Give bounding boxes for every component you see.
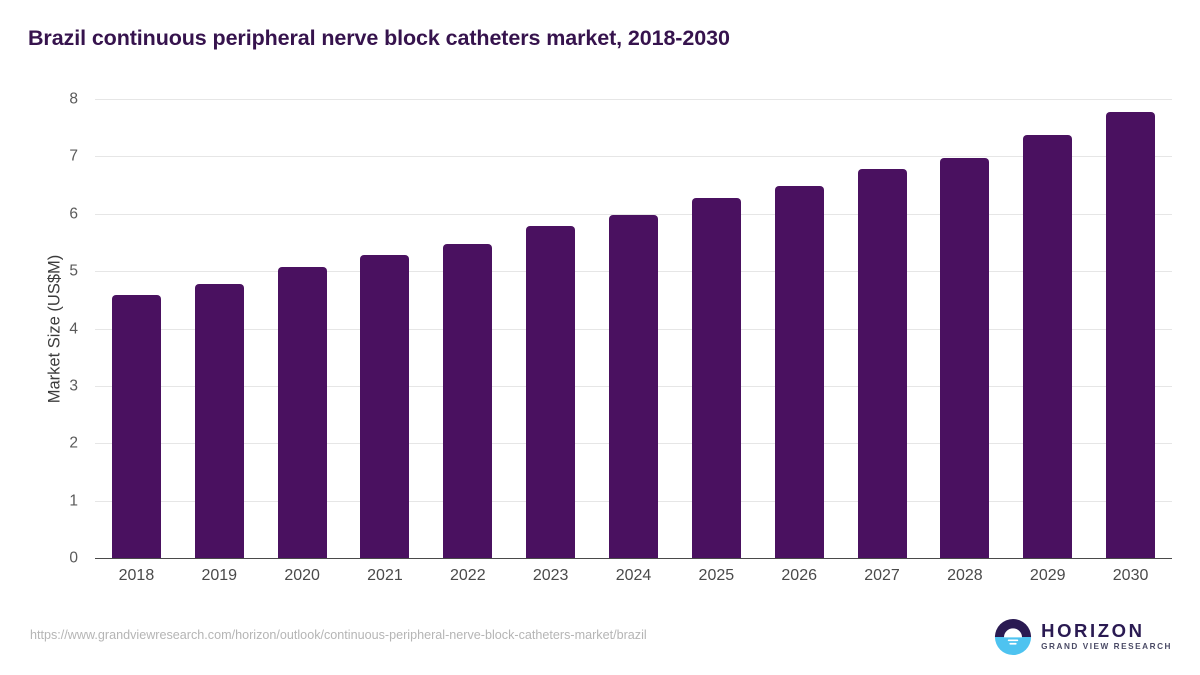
x-tick-label: 2025 — [698, 567, 735, 584]
bar[interactable] — [609, 214, 658, 558]
horizon-logo-text: HORIZON GRAND VIEW RESEARCH — [1041, 621, 1172, 652]
bar[interactable] — [1106, 111, 1156, 558]
horizon-logo-icon — [995, 618, 1032, 656]
source-url[interactable]: https://www.grandviewresearch.com/horizo… — [30, 628, 647, 642]
x-tick-label: 2024 — [615, 567, 652, 584]
x-tick-label: 2030 — [1112, 567, 1149, 584]
bar[interactable] — [194, 283, 244, 558]
y-tick-label: 8 — [69, 90, 78, 108]
bars-group — [95, 99, 1172, 558]
bar[interactable] — [526, 226, 576, 558]
y-tick-label: 2 — [69, 434, 78, 452]
bar[interactable] — [360, 255, 410, 558]
x-tick-label: 2029 — [1029, 567, 1066, 584]
y-tick-label: 0 — [69, 549, 78, 567]
bar[interactable] — [691, 197, 741, 558]
y-tick-label: 3 — [69, 377, 78, 395]
horizon-logo-tagline: GRAND VIEW RESEARCH — [1041, 641, 1172, 651]
bar[interactable] — [774, 186, 824, 558]
x-tick-label: 2026 — [781, 567, 817, 584]
x-tick-label: 2023 — [532, 567, 569, 584]
gridline — [95, 99, 1172, 100]
y-tick-label: 5 — [69, 262, 78, 280]
x-axis-line — [95, 558, 1172, 560]
gridline — [95, 156, 1172, 158]
x-tick-label: 2021 — [367, 567, 403, 584]
bar[interactable] — [940, 157, 990, 558]
horizon-logo[interactable]: HORIZON GRAND VIEW RESEARCH — [994, 618, 1172, 656]
y-tick-label: 7 — [69, 147, 78, 165]
gridline — [95, 213, 1172, 215]
y-tick-label: 1 — [69, 491, 78, 509]
x-tick-label: 2019 — [201, 567, 238, 584]
x-tick-label: 2018 — [118, 567, 155, 584]
bar[interactable] — [443, 243, 493, 558]
bar[interactable] — [111, 295, 161, 558]
bar[interactable] — [277, 266, 327, 558]
y-tick-label: 4 — [69, 319, 78, 337]
x-tick-label: 2028 — [947, 567, 983, 584]
bar[interactable] — [1023, 134, 1073, 558]
y-axis-tick-labels: 0 1 2 3 4 5 6 7 8 — [0, 91, 78, 565]
y-tick-label: 6 — [69, 205, 78, 222]
x-tick-label: 2022 — [450, 567, 486, 584]
x-tick-label: 2027 — [864, 567, 900, 584]
horizon-logo-name: HORIZON — [1041, 620, 1145, 642]
x-axis-tick-labels: 2018 2019 2020 2021 2022 2023 2024 2025 2026 2027… — [95, 566, 1172, 596]
x-tick-label: 2020 — [284, 567, 320, 584]
bar[interactable] — [857, 169, 907, 558]
page-title: Brazil continuous peripheral nerve block… — [28, 26, 730, 50]
